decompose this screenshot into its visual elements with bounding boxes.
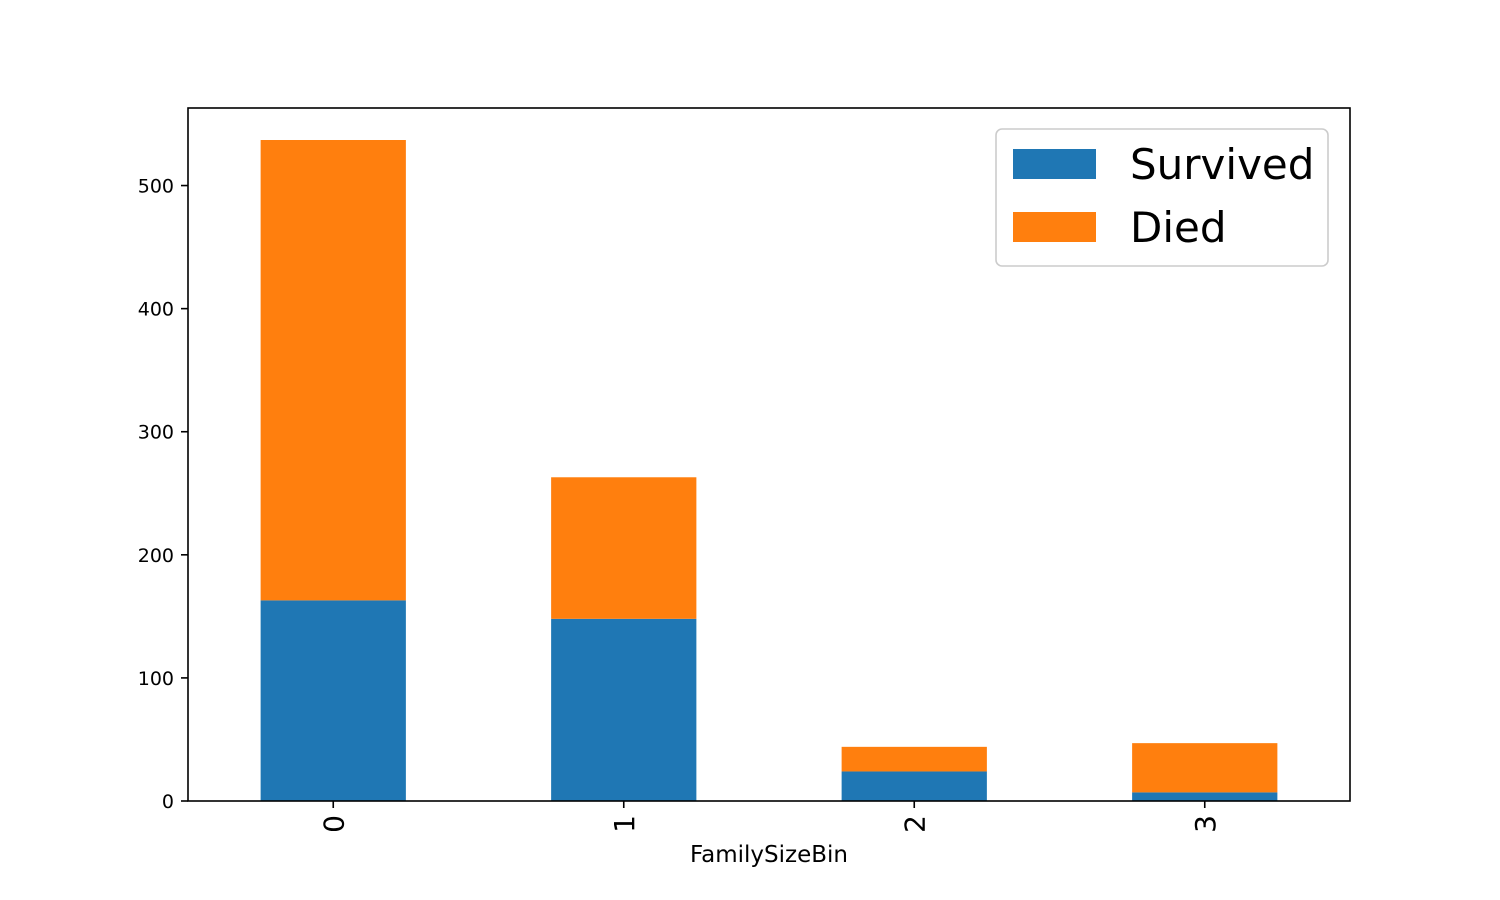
bar-died-1 (551, 477, 697, 619)
bar-survived-0 (260, 600, 406, 801)
x-tick-label: 1 (608, 815, 641, 833)
x-tick-label: 3 (1189, 815, 1222, 833)
bar-died-0 (260, 140, 406, 601)
x-axis-label: FamilySizeBin (690, 842, 848, 868)
bar-survived-3 (1132, 792, 1278, 801)
y-axis-ticks: 0 100 200 300 400 500 (138, 176, 188, 813)
x-tick-label: 0 (317, 815, 350, 833)
legend-swatch-survived (1013, 149, 1096, 179)
x-tick-label: 2 (898, 815, 931, 833)
y-tick-label: 300 (138, 422, 174, 444)
plot-area-frame (187, 107, 1351, 802)
y-tick-label: 500 (138, 176, 174, 198)
legend: Survived Died (995, 128, 1329, 267)
legend-label-died: Died (1130, 203, 1227, 252)
bars-group (260, 140, 1278, 801)
y-tick-label: 0 (162, 791, 174, 813)
bar-survived-1 (551, 618, 697, 801)
x-axis-ticks: 0 1 2 3 (317, 801, 1222, 833)
legend-label-survived: Survived (1130, 140, 1314, 189)
bar-died-2 (841, 746, 987, 772)
bar-died-3 (1132, 743, 1278, 793)
y-tick-label: 100 (138, 668, 174, 690)
bar-survived-2 (841, 771, 987, 801)
y-tick-label: 400 (138, 299, 174, 321)
legend-swatch-died (1013, 212, 1096, 242)
y-tick-label: 200 (138, 545, 174, 567)
